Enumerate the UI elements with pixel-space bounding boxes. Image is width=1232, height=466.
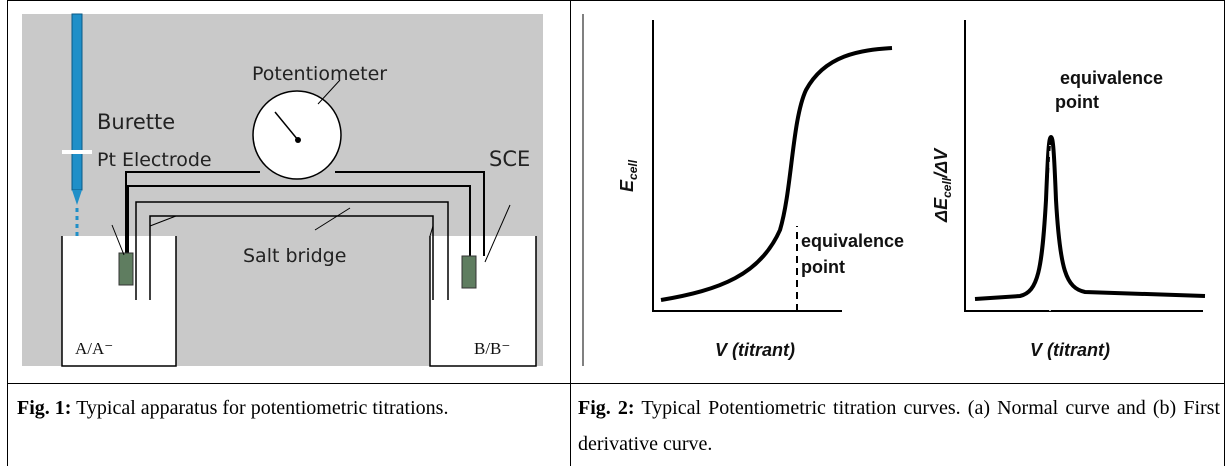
electrode-pointer (111, 224, 125, 256)
sce-pointer (484, 204, 511, 263)
x-label-b: V (titrant) (1030, 340, 1110, 360)
table-border (7, 0, 1225, 466)
salt-bridge-detail (149, 215, 434, 237)
salt-bridge-pointer (314, 207, 351, 231)
figure-1: Potentiometer Burette Pt Electrode SCE S… (22, 13, 543, 367)
burette (71, 13, 83, 191)
potentiometer-dial (252, 90, 342, 180)
label-burette: Burette (97, 110, 175, 134)
annotation-b-2: point (1055, 92, 1099, 112)
caption-2: Fig. 2: Typical Potentiometric titration… (578, 390, 1220, 462)
caption-text: Typical apparatus for potentiometric tit… (76, 397, 449, 419)
caption-label: Fig. 2: (578, 397, 635, 419)
beaker-left (61, 236, 177, 367)
y-label-b-main: ΔE (931, 197, 951, 223)
dial-pivot (295, 137, 301, 143)
y-label-a-main: E (617, 179, 637, 192)
label-right-cell: B/B⁻ (474, 339, 510, 358)
axes-a (652, 20, 842, 312)
label-potentiometer: Potentiometer (252, 63, 387, 85)
salt-bridge-inner (149, 215, 434, 300)
label-salt-bridge: Salt bridge (243, 245, 346, 267)
electrode-left (118, 252, 134, 286)
dial-needle (274, 111, 299, 141)
label-electrode: Pt Electrode (97, 149, 212, 171)
titration-curve (660, 46, 893, 302)
electrode-right (461, 255, 477, 289)
potentiometer-pointer (317, 79, 341, 105)
beaker-right (429, 236, 537, 367)
caption-text: Typical Potentiometric titration curves.… (578, 397, 1220, 455)
label-sce: SCE (489, 147, 530, 171)
burette-tip (72, 190, 82, 205)
caption-label: Fig. 1: (17, 397, 72, 419)
figure-2: equivalence point V (titrant) Ecell equi… (582, 14, 1206, 366)
y-label-b-rest: /ΔV (931, 147, 951, 179)
y-label-b: ΔEcell/ΔV (931, 147, 954, 223)
wire-right (335, 171, 485, 256)
annotation-b-1: equivalence (1060, 68, 1163, 88)
wire-left-outer (127, 185, 471, 256)
y-label-a: Ecell (617, 159, 640, 192)
y-label-b-sub: cell (940, 177, 954, 198)
axes-b (964, 20, 1203, 312)
annotation-a-2: point (801, 257, 845, 277)
y-label-a-sub: cell (626, 159, 640, 180)
caption-1: Fig. 1: Typical apparatus for potentiome… (17, 390, 560, 426)
label-left-cell: A/A⁻ (75, 339, 113, 358)
annotation-a-1: equivalence (801, 231, 904, 251)
derivative-curve (974, 134, 1206, 301)
x-label-a: V (titrant) (715, 340, 795, 360)
wire-left (125, 171, 260, 253)
salt-bridge-outer (135, 201, 449, 300)
